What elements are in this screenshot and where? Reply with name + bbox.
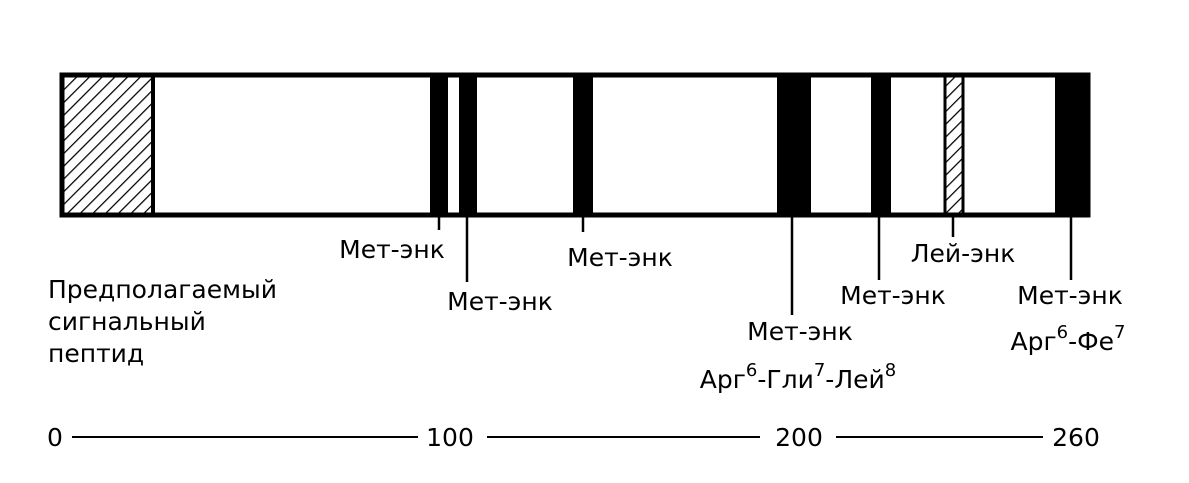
site-label: Лей-энк xyxy=(911,239,1016,268)
site-label: Мет-энк xyxy=(747,317,853,346)
site-sequence: Арг6-Гли7-Лей8 xyxy=(700,360,896,394)
site-label: Мет-энк xyxy=(339,235,445,264)
band xyxy=(777,75,811,215)
residue: Арг xyxy=(700,365,746,394)
site-label: Мет-энк xyxy=(1017,281,1123,310)
scale-label: 200 xyxy=(775,423,823,452)
protein-bar xyxy=(59,72,1091,218)
residue-number: 6 xyxy=(746,360,757,381)
residue: -Лей xyxy=(825,365,884,394)
band-hatched xyxy=(943,73,965,217)
band xyxy=(1055,75,1088,215)
site-sequence: Арг6-Фе7 xyxy=(1011,322,1126,356)
signal-label: пептид xyxy=(48,339,144,368)
site-label: Мет-энк xyxy=(447,287,553,316)
signal-label: Предполагаемый xyxy=(48,275,277,304)
residue: -Гли xyxy=(757,365,814,394)
site-label: Мет-энк xyxy=(567,243,673,272)
band xyxy=(430,75,448,215)
band xyxy=(871,75,891,215)
residue-number: 8 xyxy=(885,360,896,381)
signal-region xyxy=(60,73,155,217)
residue-number: 6 xyxy=(1057,322,1068,343)
leader-lines xyxy=(437,215,1073,315)
residue: Арг xyxy=(1011,327,1057,356)
residue-number: 7 xyxy=(814,360,825,381)
band xyxy=(459,75,477,215)
band xyxy=(573,75,593,215)
residue-number: 7 xyxy=(1114,322,1125,343)
scale-label: 260 xyxy=(1052,423,1100,452)
scale-label: 0 xyxy=(47,423,63,452)
scale-label: 100 xyxy=(426,423,474,452)
site-label: Мет-энк xyxy=(840,281,946,310)
scale: 0 100 200 260 xyxy=(47,423,1100,452)
signal-label: сигнальный xyxy=(48,307,206,336)
residue: -Фе xyxy=(1068,327,1114,356)
